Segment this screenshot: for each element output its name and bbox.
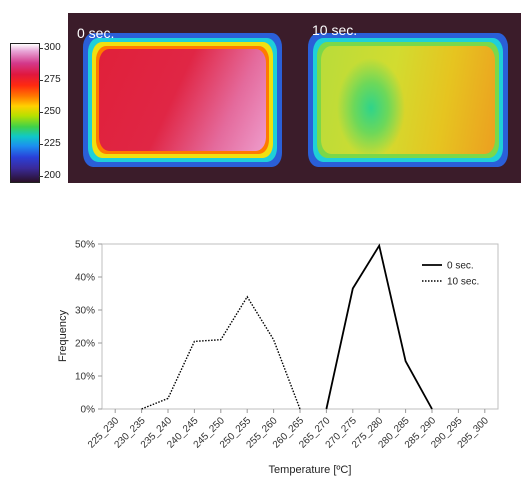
y-tick-label: 50% <box>75 240 95 251</box>
scale-tick <box>39 80 43 81</box>
y-tick-label: 10% <box>75 372 95 383</box>
scale-label-225: 225 <box>44 138 61 149</box>
scale-tick <box>39 144 43 145</box>
thermal-plate-10s <box>321 46 495 154</box>
x-axis-label: Temperature [ºC] <box>269 464 352 476</box>
legend: 0 sec. 10 sec. <box>422 261 479 288</box>
y-tick-label: 0% <box>81 405 96 416</box>
caption-10-sec: 10 sec. <box>312 22 358 38</box>
scale-label-300: 300 <box>44 42 61 53</box>
x-axis: 225_230230_235235_240240_245245_250250_2… <box>86 409 491 451</box>
color-scale-bar <box>10 43 40 183</box>
y-tick-label: 30% <box>75 306 95 317</box>
legend-label-1: 10 sec. <box>447 277 479 288</box>
caption-0-sec: 0 sec. <box>77 25 115 41</box>
scale-label-275: 275 <box>44 74 61 85</box>
thermal-image-panel: 0 sec. 10 sec. <box>68 13 521 183</box>
legend-label-0: 0 sec. <box>447 261 474 272</box>
scale-tick <box>39 48 43 49</box>
scale-label-250: 250 <box>44 106 61 117</box>
thermal-plate-0s <box>99 49 266 151</box>
series-line-1 <box>141 295 301 410</box>
y-axis: 0% 10% 20% 30% 40% 50% <box>75 240 499 416</box>
series-layer <box>141 243 433 410</box>
y-tick-label: 40% <box>75 273 95 284</box>
plot-area-frame <box>101 243 499 410</box>
series-line-0 <box>325 243 433 410</box>
y-tick-label: 20% <box>75 339 95 350</box>
scale-label-200: 200 <box>44 170 61 181</box>
scale-tick <box>39 176 43 177</box>
scale-tick <box>39 112 43 113</box>
y-axis-label: Frequency <box>57 310 69 362</box>
histogram-chart: 0% 10% 20% 30% 40% 50% 225_230230_235235_2402… <box>57 240 499 476</box>
